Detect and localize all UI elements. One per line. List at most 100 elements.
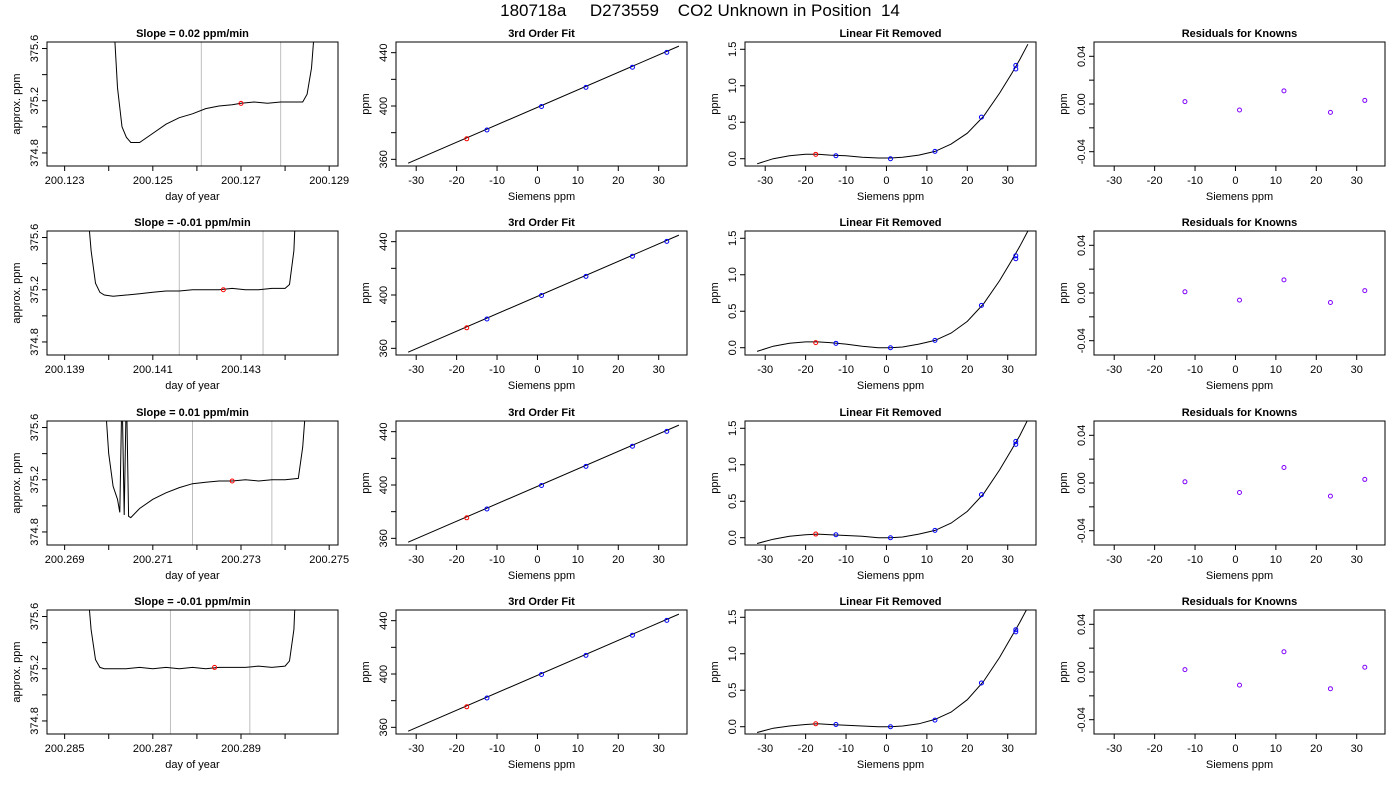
x-tick-label: 30	[1002, 554, 1014, 566]
x-axis-label: Siemens ppm	[508, 759, 575, 771]
x-tick-label: 20	[1310, 175, 1322, 187]
fit-curve	[756, 421, 1028, 544]
panel-4-2: -30 -20 -10 0 10 20 30 360 400 440 3rd Order Fit Si…	[360, 596, 688, 771]
x-axis-label: Siemens ppm	[1206, 570, 1273, 582]
y-tick-label: 0.04	[1076, 614, 1088, 635]
y-axis-label: ppm	[709, 472, 721, 493]
x-tick-label: -20	[798, 364, 814, 376]
x-tick-label: 30	[653, 364, 665, 376]
x-tick-label: -30	[1106, 743, 1122, 755]
x-tick-label: 30	[653, 175, 665, 187]
x-tick-label: -30	[408, 554, 424, 566]
known-point	[583, 84, 589, 90]
y-axis-label: approx. ppm	[11, 73, 23, 134]
unknown-point	[464, 136, 470, 142]
known-point	[1013, 253, 1019, 259]
y-axis-label: ppm	[360, 472, 372, 493]
y-tick-label: 440	[378, 43, 390, 61]
y-tick-label: 400	[378, 665, 390, 683]
x-tick-label: 200.285	[45, 743, 85, 755]
y-tick-label: 0.5	[727, 115, 739, 130]
plot-frame	[1093, 41, 1386, 167]
fit-curve	[756, 610, 1027, 733]
known-point	[583, 652, 589, 658]
known-point	[1013, 627, 1019, 633]
x-tick-label: 20	[961, 175, 973, 187]
y-tick-label: 374.8	[29, 518, 41, 546]
y-tick-label: 360	[378, 339, 390, 357]
x-tick-label: 10	[921, 175, 933, 187]
panel-4-1: 200.285 200.287 200.289 374.8 375.2 375.6 Slop…	[11, 596, 339, 771]
y-tick-label: 0.00	[1076, 93, 1088, 114]
residual-point	[1362, 476, 1368, 482]
plot-area	[1182, 465, 1368, 499]
x-tick-label: -10	[838, 554, 854, 566]
residual-point	[1237, 682, 1242, 688]
x-tick-label: -30	[757, 743, 773, 755]
sample-marker	[220, 287, 226, 293]
x-tick-label: 200.275	[309, 554, 349, 566]
x-tick-label: -20	[798, 554, 814, 566]
x-tick-label: 200.271	[133, 554, 173, 566]
y-tick-label: 400	[378, 286, 390, 304]
panel-title: Residuals for Knowns	[1182, 28, 1298, 40]
x-tick-label: 30	[1351, 743, 1363, 755]
x-tick-label: -30	[1106, 175, 1122, 187]
y-tick-label: 360	[378, 718, 390, 736]
x-tick-label: 0	[1232, 364, 1238, 376]
x-tick-label: -20	[449, 175, 465, 187]
plot-frame	[46, 609, 339, 735]
y-axis-label: ppm	[1058, 282, 1070, 303]
x-tick-label: 0	[883, 364, 889, 376]
panel-title: 3rd Order Fit	[508, 217, 575, 229]
y-tick-label: -0.04	[1076, 328, 1088, 353]
y-axis-label: ppm	[360, 282, 372, 303]
y-axis-label: ppm	[709, 661, 721, 682]
x-tick-label: 10	[921, 743, 933, 755]
panel-1-3: -30 -20 -10 0 10 20 30 0.0 0.5 1.0 1.5 Linear Fit R…	[709, 28, 1037, 203]
known-point	[833, 340, 839, 346]
panel-2-1: 200.139 200.141 200.143 374.8 375.2 375.6 Slop…	[11, 217, 339, 392]
x-tick-label: -20	[798, 175, 814, 187]
x-axis-label: Siemens ppm	[1206, 759, 1273, 771]
known-point	[583, 273, 589, 279]
panel-title: Linear Fit Removed	[839, 596, 941, 608]
panel-title: Slope = -0.01 ppm/min	[134, 596, 251, 608]
known-point	[888, 345, 893, 351]
plot-area	[114, 42, 315, 143]
fit-line	[407, 45, 680, 164]
y-axis-label: approx. ppm	[11, 641, 23, 702]
known-point	[978, 680, 984, 686]
y-tick-label: 375.2	[29, 655, 41, 683]
x-tick-label: -30	[757, 175, 773, 187]
x-tick-label: 200.123	[45, 175, 85, 187]
y-tick-label: 0.0	[727, 151, 739, 166]
x-tick-label: 30	[1351, 554, 1363, 566]
known-point	[978, 114, 984, 120]
x-tick-label: 0	[534, 554, 540, 566]
residual-point	[1281, 649, 1287, 655]
panel-3-4: -30 -20 -10 0 10 20 30 -0.04 0.00 0.04 Residuals f…	[1058, 407, 1386, 582]
plot-area	[88, 610, 296, 670]
sample-marker	[238, 100, 244, 106]
y-tick-label: 1.5	[727, 610, 739, 625]
x-tick-label: 10	[572, 554, 584, 566]
x-tick-label: 10	[572, 743, 584, 755]
panel-title: Linear Fit Removed	[839, 407, 941, 419]
figure-title: 180718a D273559 CO2 Unknown in Position …	[500, 1, 900, 20]
panel-3-1: 200.269 200.271 200.273 200.275 374.8 375.2 37…	[11, 407, 349, 582]
x-tick-label: 10	[1270, 554, 1282, 566]
x-tick-label: 30	[1351, 364, 1363, 376]
x-tick-label: 200.139	[45, 364, 85, 376]
x-tick-label: -10	[838, 175, 854, 187]
plot-frame	[395, 420, 688, 546]
y-tick-label: 400	[378, 476, 390, 494]
x-tick-label: -20	[1147, 364, 1163, 376]
x-tick-label: 10	[572, 364, 584, 376]
residual-point	[1362, 664, 1368, 670]
residual-point	[1281, 465, 1287, 470]
trace-line	[105, 421, 306, 519]
y-tick-label: 0.0	[727, 530, 739, 545]
known-point	[833, 532, 839, 538]
x-tick-label: -10	[489, 364, 505, 376]
